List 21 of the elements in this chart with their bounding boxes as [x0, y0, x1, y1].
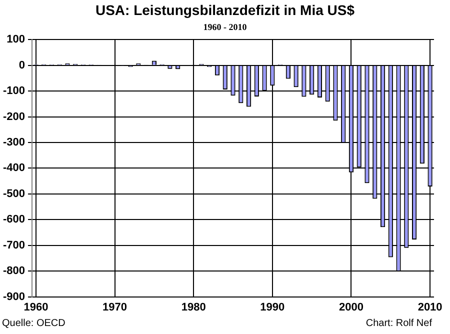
y-tick-label: -900	[2, 290, 26, 303]
y-tick-label: -600	[2, 214, 26, 226]
chart-subtitle: 1960 - 2010	[202, 22, 248, 32]
chart-title: USA: Leistungsbilanzdefizit in Mia US$	[94, 2, 356, 18]
x-tick-label: 1970	[102, 301, 128, 314]
y-tick-label: -100	[2, 85, 26, 98]
source-note: Quelle: OECD	[2, 318, 66, 329]
y-tick-label: 100	[6, 34, 26, 46]
y-tick-label: -300	[2, 136, 26, 149]
y-tick-label: 0	[18, 59, 26, 72]
y-tick-label: -800	[2, 265, 26, 278]
x-tick-label: 1960	[24, 301, 48, 314]
x-tick-label: 2010	[418, 301, 442, 314]
x-tick-label: 2000	[338, 301, 364, 314]
y-tick-label: -400	[2, 162, 26, 174]
text: Chart: Rolf Nef	[366, 318, 432, 329]
x-tick-label: 1980	[181, 301, 206, 314]
y-tick-label: -200	[2, 110, 26, 123]
x-tick-label: 1990	[260, 301, 285, 314]
y-tick-label: -700	[2, 239, 26, 252]
y-tick-label: -500	[2, 188, 26, 200]
